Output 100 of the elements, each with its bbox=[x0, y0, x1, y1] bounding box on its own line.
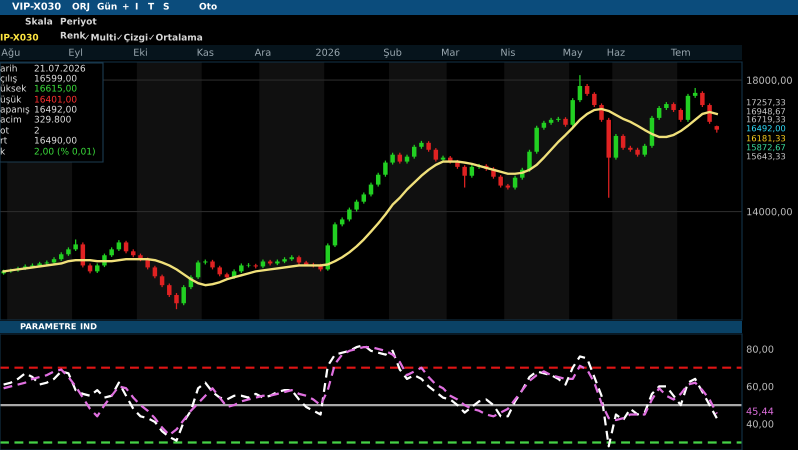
y-tick-label: 18000,00 bbox=[747, 76, 792, 85]
text: 16492,00 bbox=[746, 125, 786, 132]
text: Renk bbox=[60, 32, 86, 39]
x-tick-label: Nis bbox=[501, 48, 515, 56]
candlestick bbox=[152, 265, 158, 279]
x-tick-label: Ara bbox=[254, 48, 270, 56]
x-tick-label: Tem bbox=[670, 48, 690, 56]
candlestick bbox=[124, 240, 128, 254]
text: I bbox=[136, 2, 138, 10]
annotation: çılış bbox=[0, 74, 17, 84]
candlestick bbox=[217, 265, 222, 277]
candlestick bbox=[196, 260, 200, 280]
annotation: 16492,00 bbox=[34, 106, 76, 114]
text: ORJ bbox=[72, 2, 90, 12]
candlestick bbox=[642, 143, 647, 158]
annotation: rt bbox=[0, 137, 8, 144]
candlestick bbox=[73, 238, 78, 252]
annotation: 2,00 (% 0,01) bbox=[34, 148, 95, 156]
candlestick bbox=[584, 83, 590, 96]
annotation: acim bbox=[0, 116, 22, 123]
candlestick bbox=[332, 222, 338, 248]
candlestick bbox=[88, 262, 92, 274]
candlestick bbox=[383, 160, 388, 178]
candlestick bbox=[181, 284, 186, 306]
candlestick bbox=[203, 258, 208, 266]
chart-title: VIP-X030 bbox=[12, 2, 61, 10]
annotation: üşük bbox=[0, 96, 22, 104]
candlestick bbox=[347, 206, 352, 222]
candlestick bbox=[686, 93, 690, 122]
candlestick bbox=[563, 116, 568, 128]
text: 16948,67 bbox=[746, 108, 786, 116]
y-tick-label: 40,00 bbox=[746, 420, 774, 429]
annotation: arih bbox=[0, 64, 17, 72]
candlestick bbox=[398, 152, 402, 164]
x-tick-label: Ağu bbox=[1, 48, 20, 58]
x-tick-label: Eyl bbox=[69, 48, 82, 58]
candlestick bbox=[95, 262, 100, 274]
candlestick bbox=[470, 164, 474, 178]
text: ✓Multi bbox=[84, 34, 116, 41]
candlestick bbox=[700, 90, 705, 108]
candlestick bbox=[498, 174, 503, 188]
text: Gün bbox=[97, 2, 117, 10]
y-tick-label: 60,00 bbox=[746, 382, 774, 392]
x-tick-label: May bbox=[564, 48, 582, 58]
text: T bbox=[148, 2, 154, 10]
candlestick bbox=[326, 242, 330, 272]
candlestick bbox=[434, 147, 438, 162]
candlestick bbox=[362, 192, 366, 204]
x-tick-label: Haz bbox=[608, 48, 625, 56]
candlestick bbox=[167, 282, 172, 298]
candlestick bbox=[462, 164, 467, 188]
candlestick bbox=[354, 199, 359, 212]
text: 17257,33 bbox=[746, 99, 786, 106]
candlestick bbox=[376, 172, 380, 188]
candlestick bbox=[556, 116, 561, 122]
candlestick bbox=[578, 74, 582, 103]
text: 15872,67 bbox=[746, 144, 786, 152]
x-tick-label: Mar bbox=[442, 48, 460, 56]
candlestick bbox=[390, 152, 395, 166]
candlestick bbox=[692, 87, 698, 98]
x-tick-label: Eki bbox=[134, 48, 147, 56]
annotation: üksek bbox=[0, 84, 26, 92]
annotation: apanış bbox=[0, 107, 30, 114]
text: 16719,33 bbox=[746, 116, 786, 124]
candlestick bbox=[239, 262, 244, 274]
text: 15643,33 bbox=[746, 153, 786, 160]
annotation: 329.800 bbox=[34, 116, 71, 123]
text: Oto bbox=[199, 2, 217, 10]
text: IP-X030 bbox=[0, 34, 38, 41]
y-tick-label: 14000,00 bbox=[747, 208, 792, 216]
annotation: 16599,00 bbox=[34, 74, 76, 83]
text: IND bbox=[80, 323, 97, 330]
candlestick bbox=[412, 144, 416, 160]
candlestick bbox=[512, 175, 518, 190]
text: S bbox=[164, 2, 169, 10]
annotation: k bbox=[0, 148, 6, 154]
text: Skala bbox=[26, 18, 52, 25]
annotation: ot bbox=[0, 127, 9, 134]
annotation: 2 bbox=[34, 126, 39, 134]
text: 45,44 bbox=[746, 408, 774, 416]
candlestick bbox=[116, 240, 122, 252]
annotation: 21.07.2026 bbox=[34, 64, 86, 72]
annotation: 16401,00 bbox=[34, 96, 76, 104]
candlestick bbox=[671, 102, 676, 113]
candlestick bbox=[426, 140, 431, 152]
candlestick bbox=[656, 105, 662, 120]
candlestick bbox=[620, 134, 626, 150]
annotation: 16615,00 bbox=[34, 84, 76, 93]
candlestick bbox=[160, 274, 164, 288]
text: ✓Çizgi bbox=[117, 34, 148, 42]
text: 16181,33 bbox=[746, 135, 786, 142]
candlestick bbox=[109, 246, 114, 258]
text: ✓Ortalama bbox=[149, 34, 202, 41]
candlestick bbox=[534, 125, 539, 154]
annotation: 16490,00 bbox=[34, 136, 76, 145]
candlestick bbox=[254, 263, 258, 270]
candlestick bbox=[592, 92, 597, 108]
text: Periyot bbox=[60, 18, 96, 26]
text: PARAMETRE bbox=[20, 323, 76, 330]
y-tick-label: 80,00 bbox=[746, 345, 774, 354]
